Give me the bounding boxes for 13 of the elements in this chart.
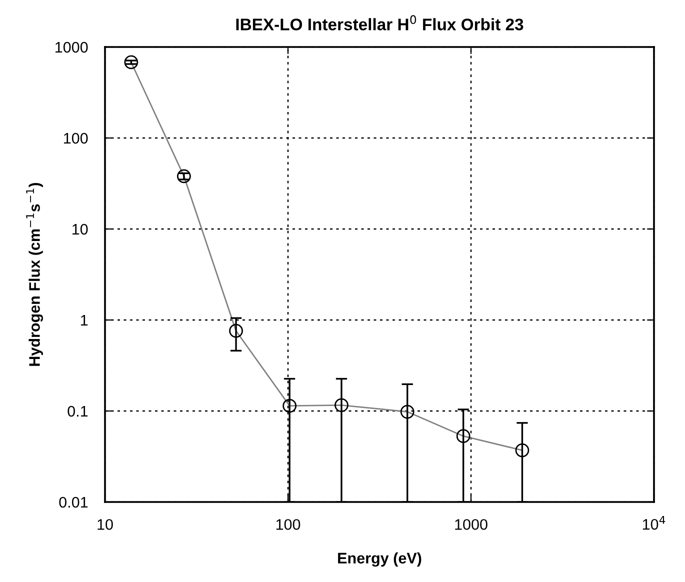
y-tick-label: 1 xyxy=(81,315,88,326)
y-tick-label: 0.1 xyxy=(68,406,88,417)
y-axis-title: Hydrogen Flux (cm$^{−1}$s$^{−1}$) xyxy=(26,183,44,366)
chart-title: IBEX-LO Interstellar H$^{0}$ Flux Orbit 23 xyxy=(236,15,524,30)
x-tick-label: 100 xyxy=(276,519,300,530)
x-tick-label: 10$^{4}$ xyxy=(642,516,666,530)
y-tick-label: 0.01 xyxy=(59,496,88,508)
x-tick-label: 1000 xyxy=(455,519,488,530)
x-axis-title: Energy (eV) xyxy=(338,552,422,567)
y-tick-label: 100 xyxy=(64,132,88,144)
y-tick-label: 10 xyxy=(72,224,88,235)
y-tick-label: 1000 xyxy=(56,42,88,53)
x-tick-label: 10 xyxy=(98,519,113,530)
